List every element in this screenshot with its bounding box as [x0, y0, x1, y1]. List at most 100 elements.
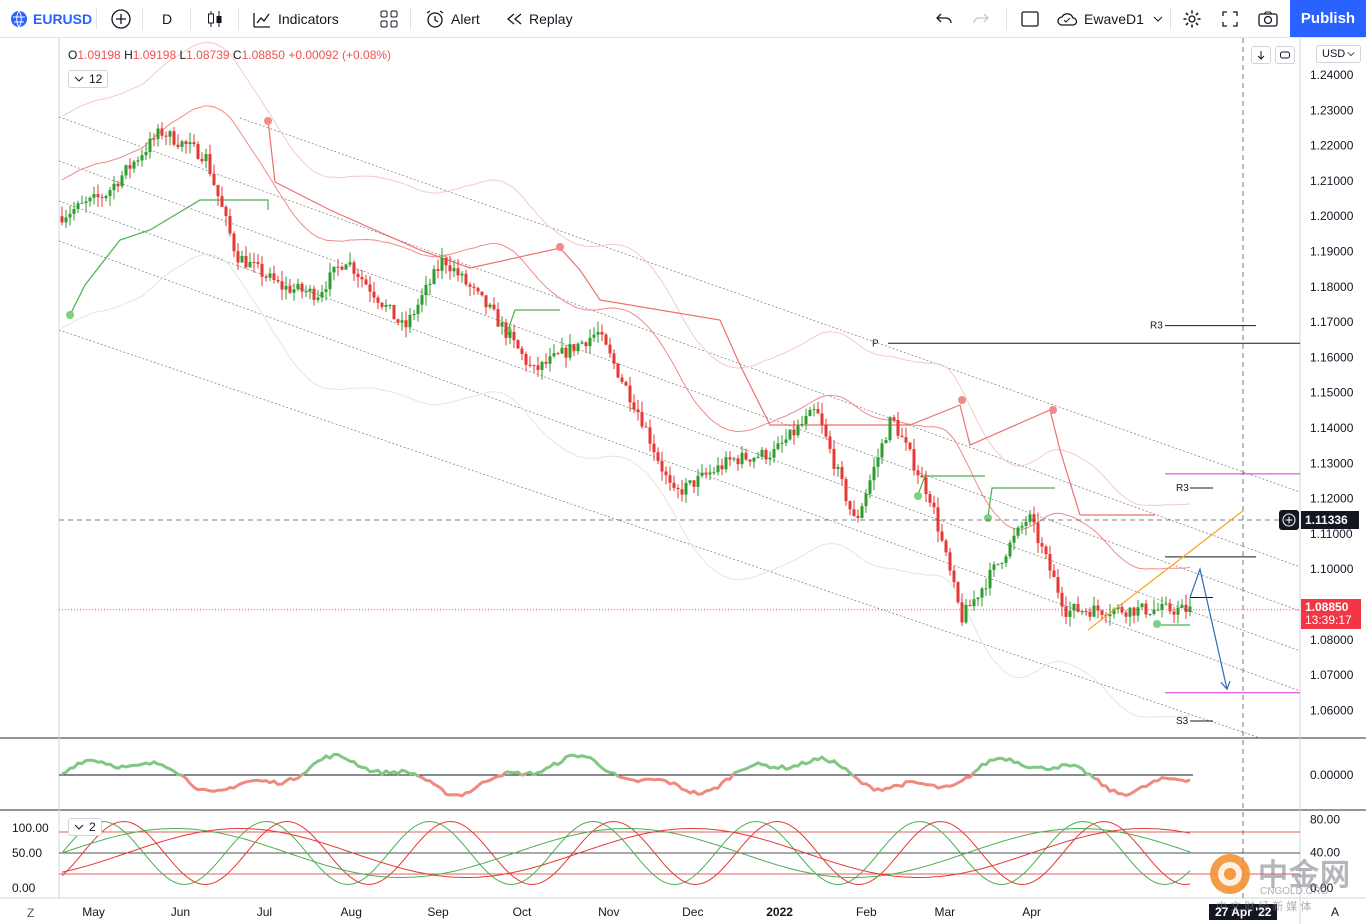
chart-type-button[interactable]: [205, 0, 225, 37]
fullscreen-select-button[interactable]: [1020, 0, 1040, 37]
candle-body: [944, 540, 948, 553]
maximize-pane-button[interactable]: [1275, 46, 1295, 64]
candle-body: [352, 262, 356, 274]
countdown: 13:39:17: [1305, 613, 1352, 627]
candle-body: [344, 264, 348, 270]
price-tick: 1.19000: [1310, 245, 1354, 259]
timezone-button[interactable]: Z: [27, 906, 34, 920]
candle-body: [208, 154, 212, 175]
candle-body: [132, 161, 136, 169]
candle-body: [868, 480, 872, 494]
candle-body: [1020, 525, 1024, 528]
candle-body: [164, 135, 168, 137]
candle-body: [116, 183, 120, 187]
settings-button[interactable]: [1182, 0, 1202, 37]
open-value: 1.09198: [77, 48, 121, 62]
osc2-right-tick: 80.00: [1310, 813, 1340, 827]
templates-button[interactable]: [380, 0, 398, 37]
symbol-button[interactable]: EURUSD: [10, 0, 92, 37]
osc-collapse-button[interactable]: 2: [68, 818, 102, 836]
candle-body: [1176, 607, 1180, 615]
candle-body: [840, 467, 844, 480]
candle-body: [464, 273, 468, 285]
candle-body: [580, 342, 584, 344]
price-tick: 1.20000: [1310, 209, 1354, 223]
redo-button[interactable]: [972, 0, 990, 37]
candle-body: [100, 197, 104, 199]
undo-icon: [936, 13, 952, 23]
last-price-tag: 1.08850 13:39:17: [1301, 599, 1361, 629]
candle-body: [456, 268, 460, 276]
alert-label: Alert: [451, 10, 480, 27]
candle-body: [1124, 612, 1128, 617]
publish-button[interactable]: Publish: [1290, 0, 1366, 37]
replay-button[interactable]: Replay: [505, 0, 573, 37]
candle-body: [192, 142, 196, 145]
alert-button[interactable]: Alert: [425, 0, 480, 37]
r3-label: R3: [1176, 483, 1189, 494]
candle-body: [404, 320, 408, 328]
candle-body: [248, 262, 252, 268]
candle-body: [1180, 604, 1184, 608]
candle-body: [1036, 522, 1040, 544]
compare-button[interactable]: [110, 0, 132, 37]
candle-body: [796, 425, 800, 436]
indicators-collapse-button[interactable]: 12: [68, 70, 109, 88]
time-tick: Dec: [682, 905, 703, 919]
candle-body: [256, 262, 260, 264]
candle-body: [1092, 605, 1096, 617]
candle-body: [320, 292, 324, 298]
high-label: H: [124, 48, 133, 62]
close-value: 1.08850: [241, 48, 285, 62]
candle-body: [128, 165, 132, 169]
candle-body: [336, 266, 340, 268]
arrow-down-icon: [1257, 51, 1265, 60]
candle-body: [860, 506, 864, 518]
time-tick: Sep: [427, 905, 449, 919]
candle-body: [396, 319, 400, 323]
candle-body: [848, 501, 852, 510]
price-tick: 1.07000: [1310, 668, 1354, 682]
crosshair-date-tag: 27 Apr '22: [1209, 904, 1278, 920]
snapshot-button[interactable]: [1257, 0, 1279, 37]
candle-body: [312, 288, 316, 300]
candle-body: [304, 291, 308, 293]
fullscreen-button[interactable]: [1221, 0, 1239, 37]
candle-body: [1088, 611, 1092, 617]
currency-select[interactable]: USD: [1316, 45, 1362, 63]
candle-body: [784, 439, 788, 443]
chart-canvas[interactable]: P R3 R3 S3 1.24000 1.23000 1.22000 1.21000 1.200…: [0, 38, 1366, 924]
candle-body: [392, 304, 396, 320]
undo-button[interactable]: [935, 0, 953, 37]
scroll-down-button[interactable]: [1251, 46, 1271, 64]
candle-body: [1052, 570, 1056, 578]
supertrend-up: [987, 487, 1055, 518]
candle-body: [212, 174, 216, 185]
rewind-icon: [506, 13, 522, 24]
cloud-icon: [1057, 12, 1078, 26]
candle-body: [68, 213, 72, 218]
currency-label: USD: [1322, 48, 1346, 60]
candle-body: [572, 344, 576, 352]
supertrend-dot: [66, 311, 74, 319]
layout-button[interactable]: EwaveD1: [1056, 0, 1164, 37]
candle-body: [172, 131, 176, 145]
candle-body: [720, 465, 724, 470]
candle-body: [628, 385, 632, 403]
indicators-button[interactable]: Indicators: [252, 0, 339, 37]
candle-body: [316, 297, 320, 300]
supertrend-dot: [1049, 406, 1057, 414]
candle-body: [228, 216, 232, 234]
add-alert-crosshair-button[interactable]: [1279, 510, 1299, 530]
candle-body: [688, 480, 692, 483]
candle-body: [992, 564, 996, 570]
candle-body: [460, 273, 464, 276]
interval-label: D: [162, 10, 173, 27]
oscillator-line: [505, 770, 523, 777]
time-tick: Jun: [171, 905, 190, 919]
alarm-clock-icon: [426, 9, 444, 28]
chevron-down-icon: [74, 824, 84, 830]
candle-body: [236, 251, 240, 263]
interval-button[interactable]: D: [162, 0, 172, 37]
candle-body: [608, 344, 612, 354]
